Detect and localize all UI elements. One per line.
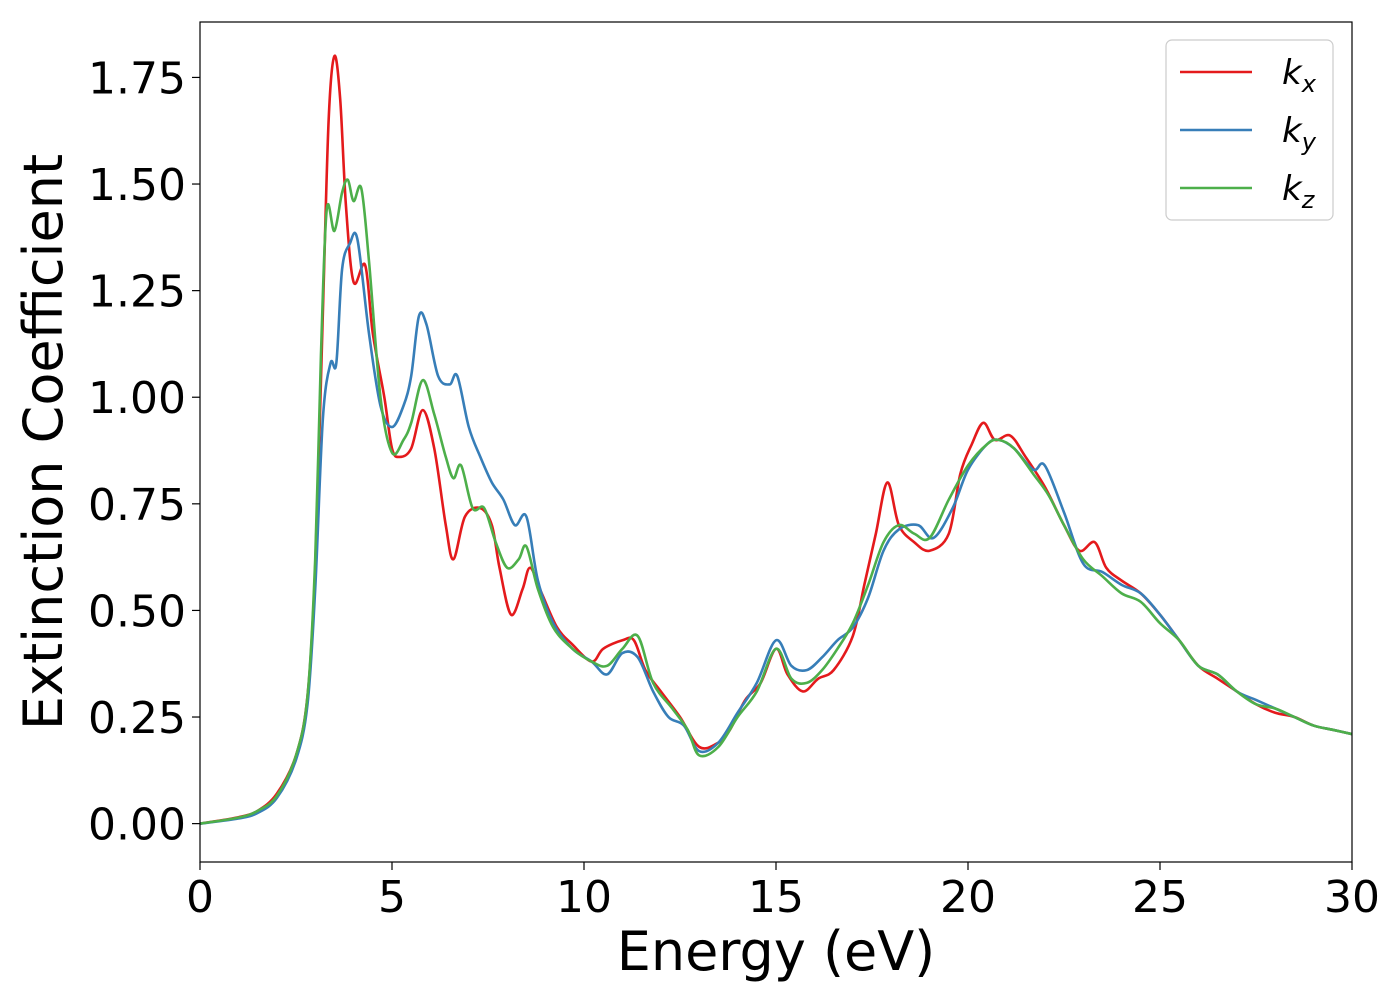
legend-label-subscript: y — [1301, 128, 1317, 156]
x-tick-label: 15 — [748, 872, 804, 923]
y-tick-label: 1.50 — [88, 160, 186, 211]
x-tick-label: 30 — [1324, 872, 1380, 923]
y-tick-label: 0.50 — [88, 586, 186, 637]
legend-label-z: kz — [1282, 169, 1316, 214]
y-tick-label: 0.00 — [88, 800, 186, 851]
x-tick-label: 25 — [1132, 872, 1188, 923]
series-line-z — [200, 178, 1352, 825]
legend-label-base: k — [1282, 111, 1303, 151]
legend-label-base: k — [1282, 53, 1303, 93]
x-tick-label: 5 — [378, 872, 406, 923]
series-layer — [200, 54, 1352, 825]
x-axis-ticks: 0 5 10 15 20 25 30 — [186, 862, 1380, 923]
series-line-y — [200, 231, 1352, 825]
y-tick-label: 1.25 — [88, 267, 186, 318]
x-tick-label: 10 — [556, 872, 612, 923]
y-tick-label: 1.75 — [88, 53, 186, 104]
legend-label-subscript: z — [1301, 186, 1316, 214]
x-axis-title: Energy (eV) — [617, 920, 936, 983]
x-tick-label: 0 — [186, 872, 214, 923]
y-tick-label: 1.00 — [88, 373, 186, 424]
legend-label-y: ky — [1282, 111, 1317, 156]
x-tick-label: 20 — [940, 872, 996, 923]
y-tick-label: 0.25 — [88, 693, 186, 744]
y-axis-title: Extinction Coefficient — [12, 154, 75, 730]
legend-label-x: kx — [1282, 53, 1317, 98]
legend-label-subscript: x — [1301, 70, 1317, 98]
y-tick-label: 0.75 — [88, 480, 186, 531]
legend-label-base: k — [1282, 169, 1303, 209]
y-axis-ticks: 0.00 0.25 0.50 0.75 1.00 1.25 1.50 1.75 — [88, 53, 200, 851]
